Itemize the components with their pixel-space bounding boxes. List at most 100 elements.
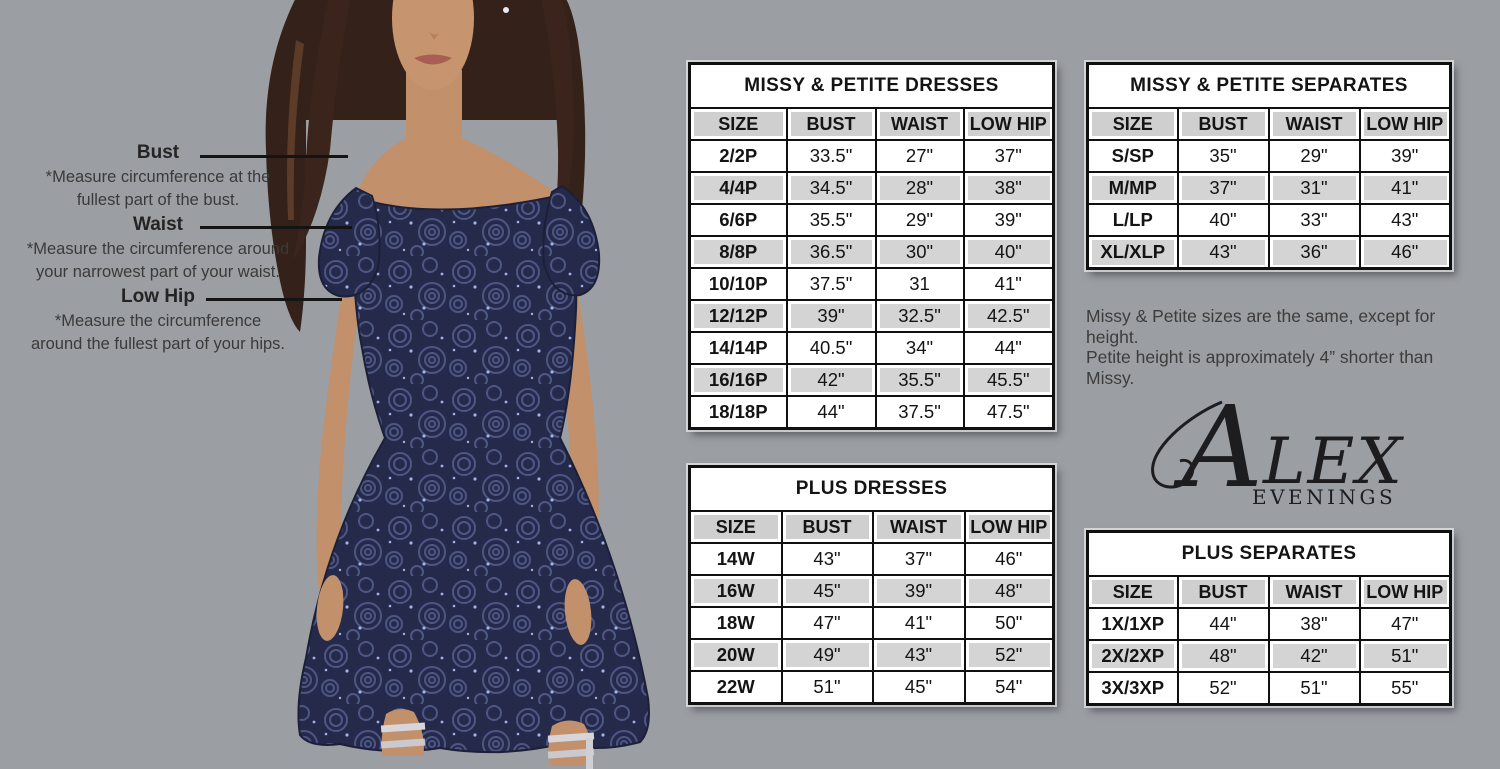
column-header: WAIST xyxy=(874,107,965,141)
measurement-cell: 45" xyxy=(871,670,966,705)
size-cell: S/SP xyxy=(1086,139,1179,173)
size-cell: 12/12P xyxy=(688,299,788,333)
measurement-cell: 52" xyxy=(1176,671,1270,706)
table-row: S/SP 35" 29" 39" xyxy=(1086,139,1452,173)
size-cell: 10/10P xyxy=(688,267,788,301)
measurement-cell: 43" xyxy=(871,638,966,672)
measurement-cell: 28" xyxy=(874,171,965,205)
model-photo xyxy=(265,0,650,769)
measurement-cell: 37" xyxy=(871,542,966,576)
measurement-cell: 48" xyxy=(963,574,1055,608)
table-row: 6/6P 35.5" 29" 39" xyxy=(688,203,1055,237)
note-line: Missy & Petite sizes are the same, excep… xyxy=(1086,306,1436,347)
measurement-cell: 44" xyxy=(785,395,877,430)
guide-desc-line: *Measure the circumference xyxy=(54,312,262,330)
measurement-cell: 47" xyxy=(1358,607,1452,641)
guide-desc-line: your narrowest part of your waist. xyxy=(36,263,280,281)
measurement-cell: 52" xyxy=(963,638,1055,672)
table-row: 16/16P 42" 35.5" 45.5" xyxy=(688,363,1055,397)
guide-desc-line: *Measure the circumference around xyxy=(26,240,290,258)
measurement-cell: 42.5" xyxy=(962,299,1055,333)
logo-flourish xyxy=(1151,400,1223,489)
size-cell: 2X/2XP xyxy=(1086,639,1179,673)
measurement-cell: 40" xyxy=(962,235,1055,269)
measurement-cell: 50" xyxy=(963,606,1055,640)
size-cell: 1X/1XP xyxy=(1086,607,1179,641)
bust-pointer-line xyxy=(200,155,348,158)
measurement-cell: 39" xyxy=(785,299,877,333)
measurement-cell: 33" xyxy=(1267,203,1361,237)
table-row: 18/18P 44" 37.5" 47.5" xyxy=(688,395,1055,430)
measurement-cell: 27" xyxy=(874,139,965,173)
size-cell: 4/4P xyxy=(688,171,788,205)
measurement-cell: 42" xyxy=(785,363,877,397)
table-row: 2X/2XP 48" 42" 51" xyxy=(1086,639,1452,673)
header-row: SIZE BUST WAIST LOW HIP xyxy=(688,107,1055,141)
size-cell: 14W xyxy=(688,542,783,576)
measurement-cell: 46" xyxy=(963,542,1055,576)
measurement-cell: 36.5" xyxy=(785,235,877,269)
measurement-cell: 43" xyxy=(1358,203,1452,237)
column-header: BUST xyxy=(1176,575,1270,609)
column-header: SIZE xyxy=(1086,575,1179,609)
model-lips xyxy=(414,54,452,65)
table-row: 4/4P 34.5" 28" 38" xyxy=(688,171,1055,205)
measurement-cell: 37.5" xyxy=(785,267,877,301)
size-cell: 18/18P xyxy=(688,395,788,430)
table-row: XL/XLP 43" 36" 46" xyxy=(1086,235,1452,270)
measurement-cell: 34" xyxy=(874,331,965,365)
table-row: 2/2P 33.5" 27" 37" xyxy=(688,139,1055,173)
guide-item-low-hip: Low Hip *Measure the circumference aroun… xyxy=(22,286,294,356)
missy-petite-note: Missy & Petite sizes are the same, excep… xyxy=(1086,306,1466,388)
size-cell: 3X/3XP xyxy=(1086,671,1179,706)
measurement-cell: 40.5" xyxy=(785,331,877,365)
measurement-cell: 29" xyxy=(874,203,965,237)
table-title: MISSY & PETITE SEPARATES xyxy=(1086,62,1452,109)
size-cell: 22W xyxy=(688,670,783,705)
table-row: 18W 47" 41" 50" xyxy=(688,606,1055,640)
guide-item-bust: Bust *Measure circumference at the fulle… xyxy=(22,142,294,212)
size-cell: 8/8P xyxy=(688,235,788,269)
table-row: 14W 43" 37" 46" xyxy=(688,542,1055,576)
size-cell: 2/2P xyxy=(688,139,788,173)
header-row: SIZE BUST WAIST LOW HIP xyxy=(1086,575,1452,609)
low-hip-pointer-line xyxy=(206,298,342,301)
table-row: 16W 45" 39" 48" xyxy=(688,574,1055,608)
guide-label: Low Hip xyxy=(121,286,195,307)
measurement-cell: 44" xyxy=(962,331,1055,365)
size-cell: M/MP xyxy=(1086,171,1179,205)
measurement-cell: 54" xyxy=(963,670,1055,705)
column-header: SIZE xyxy=(1086,107,1179,141)
measurement-cell: 41" xyxy=(1358,171,1452,205)
measurement-cell: 48" xyxy=(1176,639,1270,673)
measurement-cell: 39" xyxy=(871,574,966,608)
table-row: L/LP 40" 33" 43" xyxy=(1086,203,1452,237)
size-cell: 18W xyxy=(688,606,783,640)
column-header: SIZE xyxy=(688,107,788,141)
measurement-cell: 51" xyxy=(1267,671,1361,706)
measurement-cell: 51" xyxy=(1358,639,1452,673)
measurement-cell: 33.5" xyxy=(785,139,877,173)
table-row: 22W 51" 45" 54" xyxy=(688,670,1055,705)
guide-label: Waist xyxy=(133,214,183,235)
column-header: LOW HIP xyxy=(1358,575,1452,609)
size-cell: 14/14P xyxy=(688,331,788,365)
measurement-cell: 38" xyxy=(1267,607,1361,641)
column-header: LOW HIP xyxy=(1358,107,1452,141)
table-row: 12/12P 39" 32.5" 42.5" xyxy=(688,299,1055,333)
measurement-cell: 34.5" xyxy=(785,171,877,205)
logo-evenings: EVENINGS xyxy=(1252,485,1396,508)
column-header: LOW HIP xyxy=(962,107,1055,141)
measurement-cell: 29" xyxy=(1267,139,1361,173)
column-header: WAIST xyxy=(1267,107,1361,141)
measurement-cell: 37" xyxy=(962,139,1055,173)
table-title: PLUS DRESSES xyxy=(688,465,1055,512)
size-cell: L/LP xyxy=(1086,203,1179,237)
measurement-cell: 37" xyxy=(1176,171,1270,205)
logo-lex: LEX xyxy=(1262,425,1404,499)
measurement-cell: 44" xyxy=(1176,607,1270,641)
earring xyxy=(503,7,509,13)
measurement-cell: 31 xyxy=(874,267,965,301)
table-row: 8/8P 36.5" 30" 40" xyxy=(688,235,1055,269)
